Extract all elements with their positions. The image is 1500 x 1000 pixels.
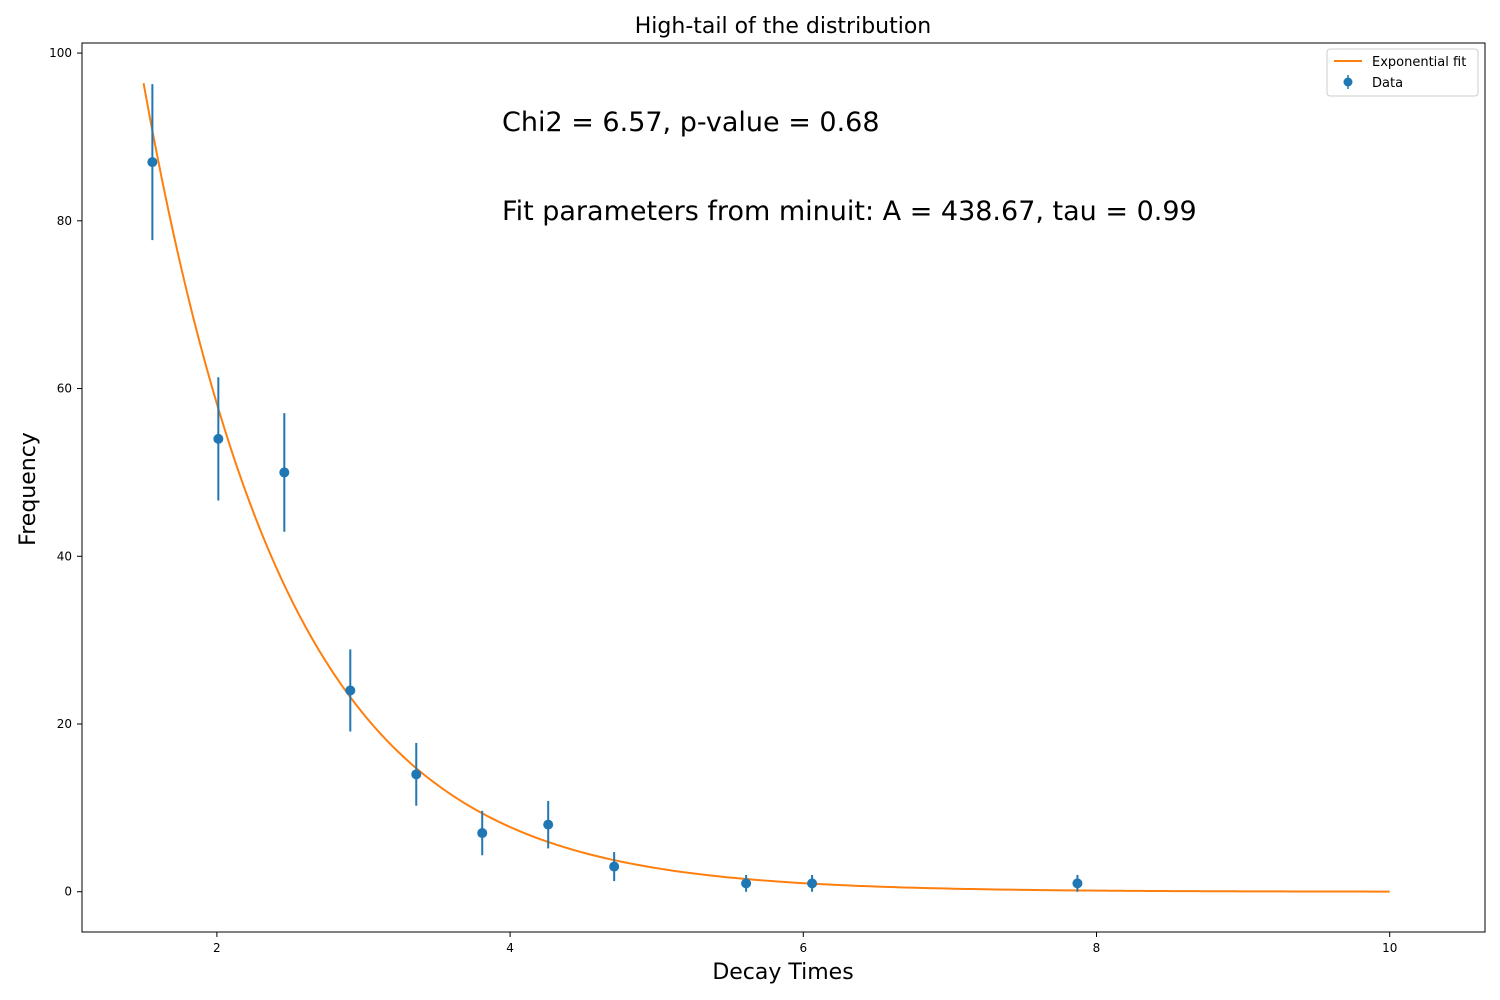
- data-marker: [807, 878, 818, 889]
- x-tick-label: 2: [213, 941, 221, 955]
- legend-fit-label: Exponential fit: [1372, 55, 1466, 70]
- data-marker: [147, 157, 158, 168]
- legend-box: [1326, 48, 1479, 97]
- x-tick-label: 8: [1093, 941, 1101, 955]
- data-marker: [609, 861, 620, 872]
- legend-data-label: Data: [1372, 76, 1403, 91]
- data-marker: [411, 769, 422, 780]
- x-tick-label: 6: [799, 941, 807, 955]
- data-marker: [741, 878, 752, 889]
- data-marker: [543, 819, 554, 830]
- data-layer: [147, 84, 1083, 892]
- y-axis: 0 20 40 60 80 100: [49, 46, 82, 899]
- data-point: [279, 413, 290, 532]
- plot-frame: [81, 42, 1486, 933]
- y-tick-label: 0: [64, 885, 72, 899]
- chi2-annotation: Chi2 = 6.57, p-value = 0.68: [502, 107, 880, 138]
- y-axis-title: Frequency: [16, 432, 41, 546]
- data-point: [741, 874, 752, 892]
- data-point: [411, 742, 422, 806]
- y-tick-label: 20: [57, 717, 72, 731]
- legend-data-marker: [1343, 77, 1353, 87]
- fit-parameters-annotation: Fit parameters from minuit: A = 438.67, …: [502, 196, 1197, 227]
- y-tick-label: 80: [57, 214, 72, 228]
- y-tick-label: 100: [49, 46, 72, 60]
- x-tick-label: 4: [506, 941, 514, 955]
- x-axis-title: Decay Times: [712, 960, 853, 985]
- legend: Exponential fit Data: [1326, 48, 1479, 97]
- data-point: [543, 800, 554, 849]
- data-marker: [1072, 878, 1083, 889]
- data-point: [345, 649, 356, 732]
- y-tick-label: 60: [57, 382, 72, 396]
- x-tick-label: 10: [1382, 941, 1397, 955]
- data-point: [477, 810, 488, 856]
- data-point: [213, 377, 224, 501]
- data-point: [1072, 874, 1083, 892]
- data-marker: [279, 467, 290, 478]
- data-point: [147, 84, 158, 241]
- plot-area: [142, 82, 1390, 893]
- x-axis: 2 4 6 8 10: [213, 932, 1397, 955]
- data-marker: [213, 433, 224, 444]
- chart-title: High-tail of the distribution: [635, 14, 932, 39]
- data-point: [609, 852, 620, 882]
- y-tick-label: 40: [57, 549, 72, 563]
- data-marker: [477, 828, 488, 839]
- data-marker: [345, 685, 356, 696]
- data-point: [807, 874, 818, 892]
